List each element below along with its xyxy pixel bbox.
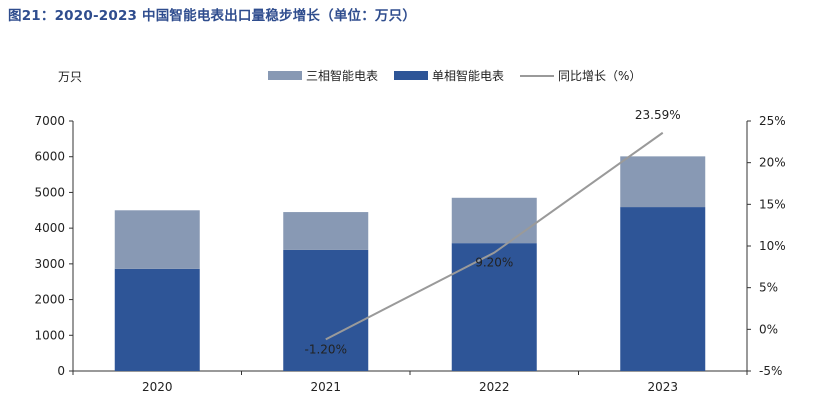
left-tick-label: 1000 xyxy=(34,328,65,342)
legend-swatch-growth xyxy=(520,74,555,77)
x-tick-label: 2022 xyxy=(479,380,510,394)
right-tick-label: 0% xyxy=(759,322,778,336)
bar-single-phase-2023 xyxy=(620,207,706,371)
x-tick-label: 2020 xyxy=(142,380,173,394)
bar-single-phase-2020 xyxy=(114,268,200,371)
right-tick-label: -5% xyxy=(759,364,782,378)
chart-title: 图21：2020-2023 中国智能电表出口量稳步增长（单位：万只） xyxy=(8,8,417,24)
growth-data-label: 9.20% xyxy=(475,256,513,270)
growth-line xyxy=(325,131,664,341)
right-tick-label: 15% xyxy=(759,197,786,211)
left-tick-label: 7000 xyxy=(34,114,65,128)
growth-data-label: 23.59% xyxy=(635,108,681,122)
bar-three-phase-2022 xyxy=(451,197,537,244)
legend-item-three-phase: 三相智能电表 xyxy=(268,67,378,84)
left-tick-label: 0 xyxy=(57,364,65,378)
left-tick-label: 2000 xyxy=(34,293,65,307)
bar-three-phase-2023 xyxy=(620,156,706,208)
left-tick-label: 3000 xyxy=(34,257,65,271)
legend-swatch-three-phase xyxy=(268,71,302,80)
legend: 三相智能电表 单相智能电表 同比增长（%） xyxy=(268,67,657,84)
right-tick-label: 10% xyxy=(759,239,786,253)
growth-data-label: -1.20% xyxy=(305,342,347,356)
legend-label-three-phase: 三相智能电表 xyxy=(306,69,379,83)
bar-three-phase-2021 xyxy=(283,212,369,250)
legend-label-single-phase: 单相智能电表 xyxy=(432,69,505,83)
legend-item-single-phase: 单相智能电表 xyxy=(394,67,504,84)
right-tick-label: 5% xyxy=(759,281,778,295)
left-tick-label: 5000 xyxy=(34,185,65,199)
left-axis-unit: 万只 xyxy=(58,70,83,84)
x-tick-label: 2023 xyxy=(647,380,678,394)
bar-single-phase-2021 xyxy=(283,249,369,371)
left-tick-label: 4000 xyxy=(34,221,65,235)
legend-item-growth: 同比增长（%） xyxy=(520,67,641,84)
left-tick-label: 6000 xyxy=(34,150,65,164)
x-tick-label: 2021 xyxy=(310,380,341,394)
right-tick-label: 20% xyxy=(759,156,786,170)
legend-swatch-single-phase xyxy=(394,71,429,80)
legend-label-growth: 同比增长（%） xyxy=(558,69,642,83)
bar-three-phase-2020 xyxy=(114,210,200,269)
right-tick-label: 25% xyxy=(759,114,786,128)
bar-single-phase-2022 xyxy=(451,243,537,371)
